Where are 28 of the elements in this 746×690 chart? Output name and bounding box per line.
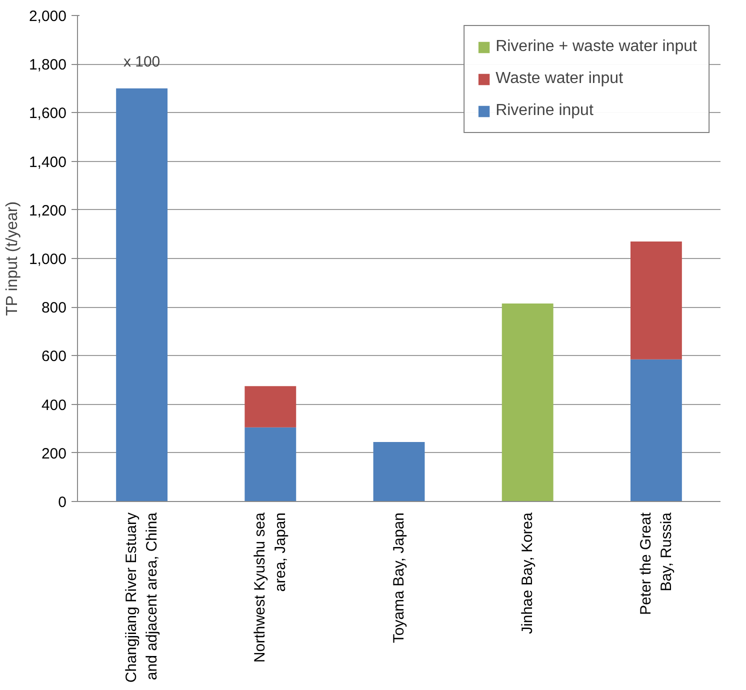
x-tick-label: Northwest Kyushu sea area, Japan	[252, 512, 290, 663]
x-tick-label: Toyama Bay, Japan	[390, 512, 408, 644]
x-tick-label: Changjiang River Estuary and adjacent area, China	[123, 512, 160, 683]
bar	[244, 427, 296, 502]
bar	[630, 359, 682, 502]
y-tick-label: 1,400	[28, 154, 67, 171]
bar	[630, 241, 682, 360]
y-tick-label: 1,600	[28, 105, 67, 122]
y-tick-label: 800	[41, 300, 67, 317]
bar	[373, 442, 425, 502]
y-tick-label: 200	[41, 445, 67, 462]
legend-label: Riverine + waste water input	[496, 38, 697, 56]
y-tick-label: 1,000	[28, 251, 67, 268]
y-axis-title: TP input (t/year)	[4, 201, 21, 316]
y-tick-label: 1,800	[28, 56, 67, 74]
x-tick-label: Peter the Great Bay, Russia	[638, 512, 675, 616]
bar	[244, 386, 296, 428]
y-tick-label: 1,200	[28, 202, 67, 220]
x-tick-label: Jinhae Bay, Korea	[519, 512, 536, 634]
bar	[116, 88, 168, 502]
bar	[502, 303, 554, 502]
y-tick-label: 0	[58, 494, 66, 511]
legend-label: Waste water input	[496, 70, 624, 88]
y-tick-label: 2,000	[28, 8, 67, 25]
annotation: x 100	[123, 53, 160, 70]
y-tick-label: 600	[41, 348, 67, 366]
y-tick-label: 400	[41, 396, 67, 414]
legend-label: Riverine input	[496, 102, 594, 120]
